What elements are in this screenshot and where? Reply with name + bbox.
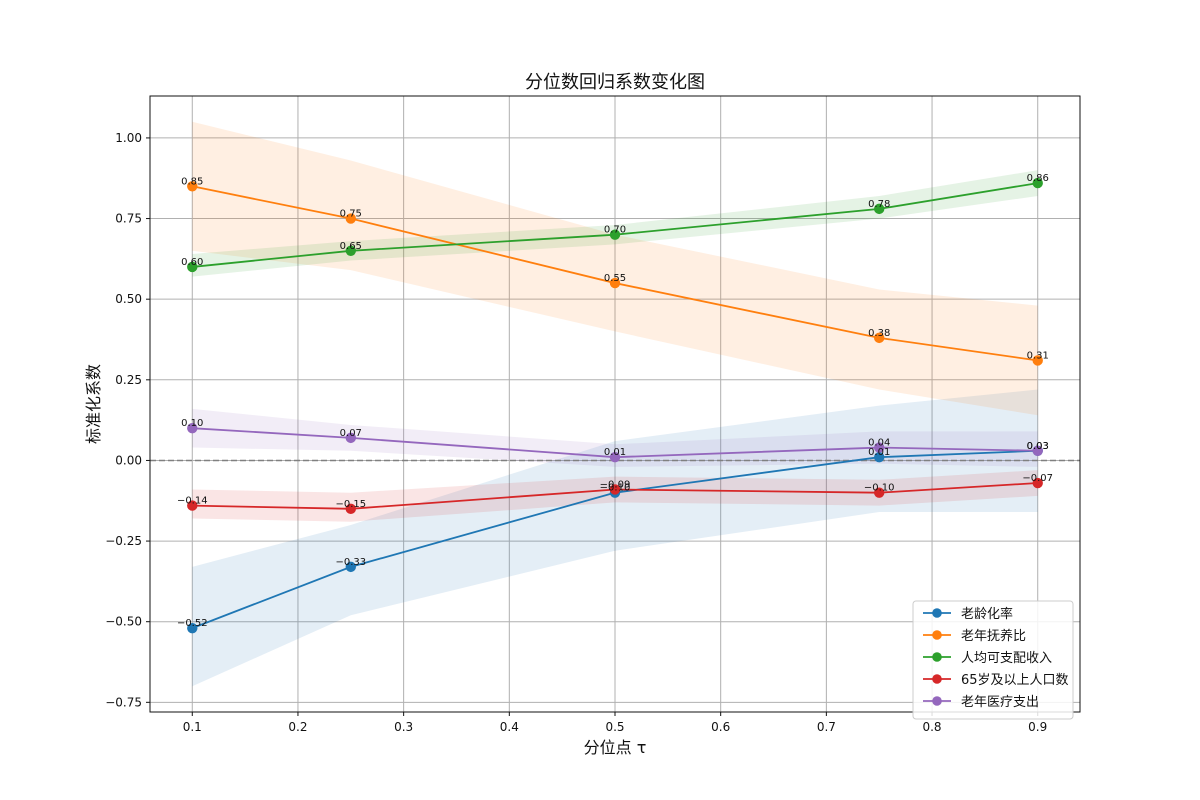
confidence-band-series-2	[192, 170, 1038, 277]
x-tick-label: 0.4	[500, 720, 519, 734]
x-tick-label: 0.3	[394, 720, 413, 734]
legend-label-1: 老年抚养比	[961, 628, 1026, 644]
data-point	[609, 452, 621, 463]
plot-layer: −0.52 −0.33 −0.10 0.01 0.03 0.85 0.75 0.55 0.38 0…	[105, 95, 1081, 734]
x-tick-label: 0.5	[605, 720, 624, 734]
data-point	[187, 422, 198, 434]
data-point	[345, 245, 356, 257]
y-tick-label: 0.25	[115, 373, 142, 387]
x-tick-label: 0.7	[817, 720, 836, 734]
data-label: 0.10	[181, 418, 203, 429]
data-point	[345, 561, 356, 573]
x-tick-label: 0.9	[1028, 720, 1047, 734]
legend-marker-1	[932, 630, 942, 640]
legend-label-3: 65岁及以上人口数	[961, 673, 1069, 688]
data-point	[1032, 355, 1043, 366]
y-tick-label: 1.00	[115, 131, 142, 145]
data-label: 0.75	[340, 209, 362, 220]
data-point	[345, 432, 356, 444]
data-label: 0.03	[1027, 441, 1049, 452]
data-label: 0.55	[604, 273, 626, 284]
chart-title: 分位数回归系数变化图	[525, 72, 705, 93]
y-axis-label: 标准化系数	[84, 364, 103, 444]
data-label: −0.10	[600, 483, 631, 494]
x-tick-label: 0.1	[183, 720, 202, 734]
x-axis-ticks: 0.1 0.2 0.3 0.4 0.5 0.6 0.7 0.8 0.9	[183, 712, 1047, 734]
data-point	[345, 503, 356, 515]
data-point	[187, 500, 198, 511]
data-label: −0.10	[864, 483, 895, 494]
data-label: 0.04	[868, 438, 890, 449]
data-point	[1032, 477, 1043, 489]
data-label: 0.70	[604, 225, 626, 236]
legend-marker-0	[932, 608, 942, 618]
y-axis-ticks: −0.75 −0.50 −0.25 0.00 0.25 0.50 0.75 1.00	[105, 131, 150, 709]
data-label: 0.38	[868, 328, 890, 339]
data-label: −0.33	[335, 557, 366, 568]
data-label: 0.07	[340, 428, 362, 439]
data-point	[345, 213, 356, 224]
legend-label-2: 人均可支配收入	[961, 651, 1052, 666]
data-point	[187, 181, 198, 192]
data-point	[609, 484, 621, 495]
legend-marker-3	[932, 674, 942, 684]
data-point	[1032, 445, 1043, 456]
x-tick-label: 0.6	[711, 720, 730, 734]
x-axis-label: 分位点 τ	[584, 738, 647, 757]
x-tick-label: 0.8	[922, 720, 941, 734]
legend-label-4: 老年医疗支出	[961, 695, 1039, 710]
data-label: −0.15	[335, 499, 366, 510]
y-tick-label: −0.75	[105, 695, 142, 709]
data-label: 0.01	[604, 447, 626, 458]
confidence-band-series-1	[192, 121, 1038, 416]
confidence-band-series-4	[192, 408, 1038, 467]
legend-marker-4	[932, 696, 942, 706]
data-labels: −0.52 −0.33 −0.10 0.01 0.03 0.85 0.75 0.55 0.38 0…	[177, 173, 1053, 629]
data-point	[187, 261, 198, 273]
data-label: −0.52	[177, 618, 208, 629]
y-tick-label: 0.00	[115, 453, 142, 467]
legend-marker-2	[932, 652, 942, 662]
data-point	[874, 442, 885, 453]
series-markers	[187, 177, 1043, 634]
data-point	[1032, 177, 1043, 189]
y-tick-label: −0.25	[105, 534, 142, 548]
data-label: 0.60	[181, 257, 203, 268]
data-point	[609, 277, 621, 289]
data-label: 0.31	[1027, 350, 1049, 361]
x-tick-label: 0.2	[288, 720, 307, 734]
data-point	[874, 203, 885, 215]
data-label: 0.01	[868, 447, 890, 458]
data-label: 0.85	[181, 176, 203, 187]
legend-box	[912, 600, 1074, 720]
legend-label-0: 老龄化率	[961, 606, 1013, 622]
data-label: −0.14	[177, 496, 208, 507]
data-label: 0.03	[1027, 441, 1049, 452]
data-point	[187, 622, 198, 634]
data-label: 0.86	[1027, 173, 1049, 184]
data-label: 0.65	[340, 241, 362, 252]
data-point	[874, 332, 885, 344]
data-point	[609, 229, 621, 240]
data-point	[874, 487, 885, 498]
data-label: −0.09	[600, 479, 631, 490]
y-tick-label: 0.50	[115, 292, 142, 306]
data-label: 0.78	[868, 199, 890, 210]
y-tick-label: −0.50	[105, 615, 142, 629]
data-label: −0.07	[1022, 473, 1053, 484]
y-tick-label: 0.75	[115, 212, 142, 226]
